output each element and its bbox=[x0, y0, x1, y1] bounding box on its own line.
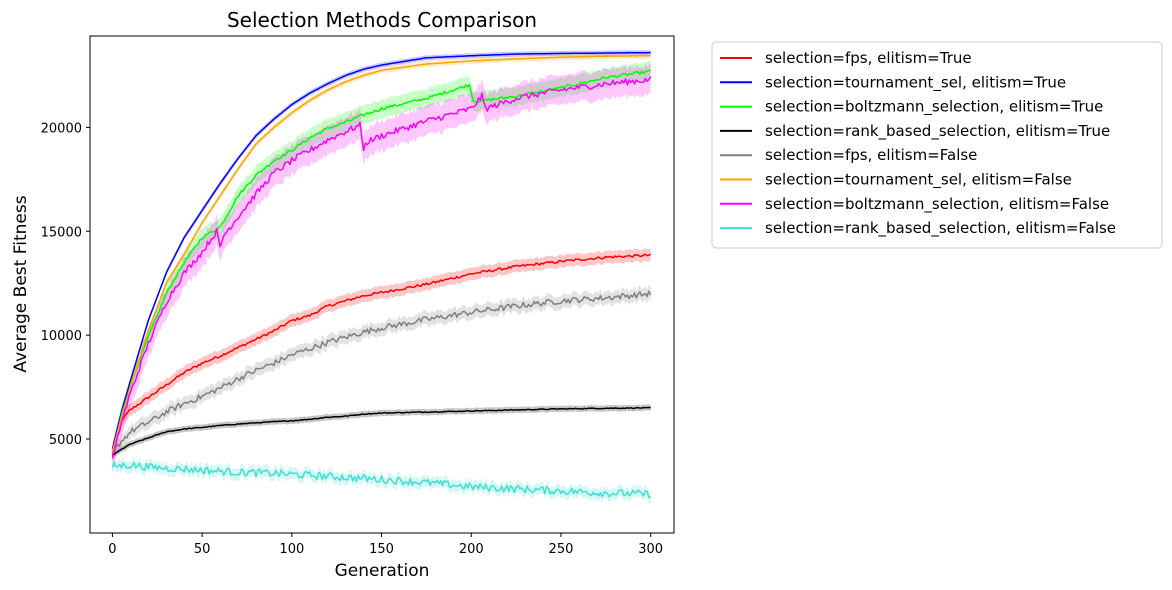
band-series-1 bbox=[112, 247, 651, 462]
y-axis-ticks: 5000 10000 15000 20000 bbox=[41, 121, 90, 448]
legend-entry: selection=fps, elitism=False bbox=[765, 146, 977, 164]
legend-entry: selection=boltzmann_selection, elitism=T… bbox=[765, 98, 1103, 117]
x-axis-label: Generation bbox=[335, 561, 430, 581]
x-tick-label: 250 bbox=[549, 542, 574, 557]
series-lines bbox=[111, 51, 652, 499]
band-series-7 bbox=[112, 62, 651, 473]
band-series-5 bbox=[112, 284, 651, 458]
y-tick-label: 15000 bbox=[41, 225, 82, 240]
line-series-8 bbox=[111, 461, 651, 499]
legend-entry: selection=boltzmann_selection, elitism=F… bbox=[765, 195, 1109, 214]
line-series-3 bbox=[111, 69, 651, 454]
legend-entry: selection=rank_based_selection, elitism=… bbox=[765, 122, 1110, 141]
x-tick-label: 300 bbox=[638, 542, 663, 557]
legend-frame bbox=[711, 41, 1163, 249]
band-series-4 bbox=[112, 404, 651, 459]
x-tick-label: 100 bbox=[279, 542, 304, 557]
chart-title: Selection Methods Comparison bbox=[227, 8, 537, 32]
y-tick-label: 20000 bbox=[41, 121, 82, 136]
x-tick-label: 50 bbox=[194, 542, 211, 557]
y-tick-label: 5000 bbox=[49, 433, 82, 448]
band-series-8 bbox=[112, 456, 651, 504]
line-series-5 bbox=[111, 290, 652, 452]
confidence-bands bbox=[112, 50, 651, 504]
line-series-4 bbox=[111, 406, 651, 457]
legend-entry: selection=rank_based_selection, elitism=… bbox=[765, 219, 1116, 238]
x-tick-label: 150 bbox=[369, 542, 394, 557]
legend-entry: selection=fps, elitism=True bbox=[765, 49, 972, 67]
y-axis-label: Average Best Fitness bbox=[11, 195, 31, 372]
line-series-7 bbox=[111, 76, 652, 459]
line-series-1 bbox=[111, 253, 652, 456]
legend-entry: selection=tournament_sel, elitism=False bbox=[765, 171, 1072, 190]
x-axis-ticks: 0 50 100 150 200 250 300 bbox=[108, 533, 663, 557]
y-tick-label: 10000 bbox=[41, 329, 82, 344]
legend: selection=fps, elitism=True selection=tou… bbox=[711, 41, 1163, 249]
x-tick-label: 0 bbox=[108, 542, 116, 557]
line-series-2 bbox=[111, 51, 651, 450]
line-series-6 bbox=[111, 54, 651, 452]
legend-entry: selection=tournament_sel, elitism=True bbox=[765, 73, 1066, 92]
x-tick-label: 200 bbox=[459, 542, 484, 557]
